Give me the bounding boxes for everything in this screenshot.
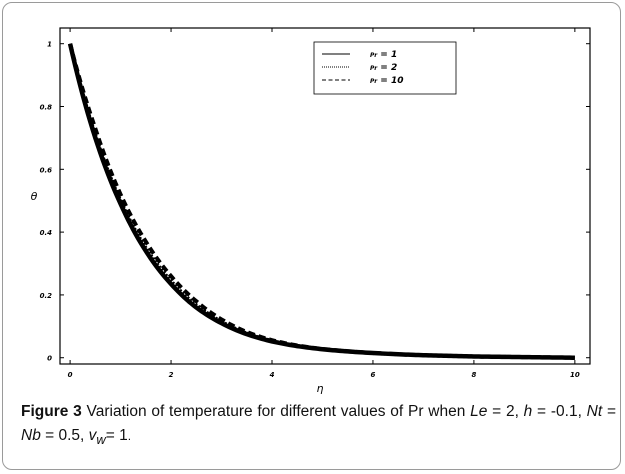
legend-label-3: Pr = 10 [370,76,404,86]
x-tick-label: 10 [570,371,580,379]
caption-text-7: . [127,429,132,443]
caption-text: Variation of temperature for different v… [81,403,471,420]
caption-le: Le [470,403,488,420]
chart-area: 0 2 4 6 8 10 0 0.2 0.4 0.6 0.8 1 η θ Pr = 1 Pr = 2 Pr = … [22,20,618,395]
caption-w: w [96,432,106,448]
y-axis-label: θ [31,190,38,203]
y-tick-label: 1 [47,41,52,49]
figure-caption: Figure 3 Variation of temperature for di… [21,400,616,452]
caption-text-6: = 1 [105,427,128,444]
y-tick-label: 0.2 [40,292,53,300]
legend-box [313,41,457,95]
chart-svg: 0 2 4 6 8 10 0 0.2 0.4 0.6 0.8 1 η θ Pr = 1 Pr = 2 Pr = … [31,27,591,395]
caption-nb: Nb [21,427,41,444]
caption-text-5: = 0.5, [40,427,89,444]
x-axis-label: η [317,382,324,395]
y-tick-label: 0.6 [40,166,53,174]
y-tick-label: 0 [47,355,52,363]
x-tick-label: 6 [371,371,376,379]
legend-label-2: Pr = 2 [370,63,397,73]
y-tick-label: 0.8 [40,104,53,112]
caption-label: Figure 3 [21,403,82,420]
caption-v: v [88,427,97,444]
x-tick-label: 8 [471,371,476,379]
caption-text-4: = [602,403,616,420]
plot-frame [59,27,591,365]
caption-text-3: = -0.1, [532,403,587,420]
x-tick-label: 2 [169,371,174,379]
figure-frame [2,2,621,470]
legend-label-1: Pr = 1 [370,50,397,60]
x-tick-label: 0 [68,371,73,379]
series-line-3 [68,43,575,360]
caption-text-2: = 2, [487,403,524,420]
y-tick-label: 0.4 [40,229,53,237]
caption-h: h [523,403,533,420]
caption-nt: Nt [586,403,603,420]
x-tick-label: 4 [270,371,275,379]
